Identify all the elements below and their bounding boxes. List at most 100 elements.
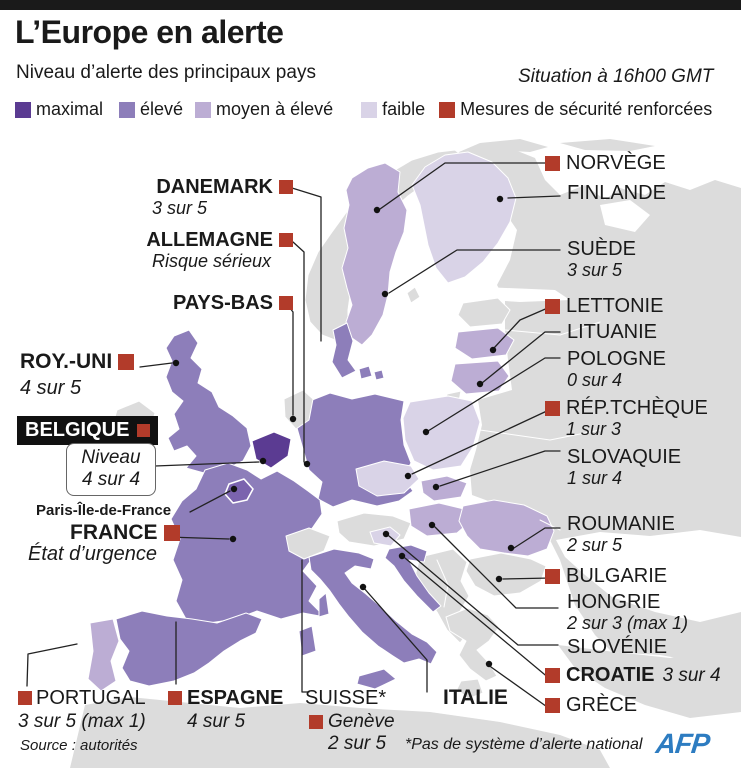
- map-shape-royuni: [165, 329, 252, 474]
- country-name: SUISSE*: [305, 687, 387, 709]
- top-black-bar: [0, 0, 741, 10]
- callout-dots: [172, 195, 515, 668]
- alert-level: 2 sur 5: [567, 535, 623, 556]
- security-square-icon: [545, 667, 560, 683]
- map-shape-finlande: [411, 151, 517, 284]
- label-norvege: NORVÈGE: [545, 152, 666, 174]
- security-square-icon: [163, 524, 180, 541]
- label-hongrie: HONGRIE 2 sur 3 (max 1): [567, 591, 688, 634]
- map-shape-peloponnese: [456, 678, 484, 700]
- security-square-icon: [545, 568, 560, 584]
- label-finlande: FINLANDE: [567, 182, 666, 204]
- label-belgique: BELGIQUE: [17, 416, 159, 445]
- label-allemagne: ALLEMAGNE Risque sérieux: [140, 229, 293, 272]
- map-shape-danemark-isle1: [358, 365, 373, 380]
- map-shape-corse: [318, 592, 330, 618]
- map-shape-estonie: [457, 297, 511, 328]
- country-name: POLOGNE: [567, 348, 666, 370]
- country-name: RÉP.TCHÈQUE: [566, 397, 708, 419]
- page-subtitle: Niveau d’alerte des principaux pays: [16, 62, 316, 83]
- map-shape-gotland: [406, 286, 421, 304]
- label-lituanie: LITUANIE: [567, 321, 658, 343]
- country-name: HONGRIE: [567, 591, 661, 613]
- country-name: ALLEMAGNE: [146, 229, 273, 251]
- security-square-icon: [309, 715, 323, 730]
- label-bulgarie: BULGARIE: [545, 565, 667, 587]
- map-shape-turkey: [558, 645, 741, 718]
- label-slovenie: SLOVÉNIE: [567, 636, 668, 658]
- label-italie: ITALIE: [443, 686, 508, 709]
- alert-level: 2 sur 3 (max 1): [567, 613, 689, 634]
- country-name: DANEMARK: [156, 176, 273, 198]
- niveau-line2: 4 sur 4: [81, 469, 141, 491]
- label-france-status: État d’urgence: [28, 543, 157, 565]
- afp-logo: AFP: [654, 728, 711, 759]
- map-black-sea: [556, 530, 741, 622]
- map-shape-sicile: [356, 668, 397, 690]
- map-shape-bulgarie: [465, 552, 547, 597]
- country-name: ESPAGNE: [187, 687, 284, 709]
- security-square-icon: [168, 691, 182, 706]
- label-danemark: DANEMARK 3 sur 5: [150, 176, 293, 219]
- alert-level: 4 sur 5: [187, 711, 246, 733]
- alert-level: 3 sur 5 (max 1): [18, 711, 146, 733]
- security-square-icon: [545, 155, 560, 171]
- alert-level: 2 sur 5: [328, 732, 387, 754]
- label-france: FRANCE: [70, 521, 180, 545]
- country-name: BULGARIE: [566, 565, 668, 587]
- label-paris-region: Paris-Île-de-France: [36, 502, 172, 519]
- map-shape-tcheque: [355, 460, 420, 497]
- security-square-icon: [279, 296, 293, 311]
- country-name: ROY.-UNI: [20, 350, 113, 373]
- label-paysbas: PAYS-BAS: [165, 292, 293, 314]
- map-shape-croatie: [384, 544, 442, 613]
- alert-level: 1 sur 3: [566, 419, 622, 440]
- country-name: NORVÈGE: [566, 152, 666, 174]
- map-shape-lettonie: [454, 327, 515, 360]
- moyen-color-swatch-icon: [195, 101, 212, 118]
- legend-label: maximal: [36, 99, 104, 119]
- legend-label: élevé: [140, 99, 184, 119]
- legend: maximal élevé moyen à élevé faible Mesur…: [15, 99, 712, 120]
- alert-level: 1 sur 4: [567, 468, 623, 489]
- label-suisse: SUISSE* Genève 2 sur 5: [305, 687, 395, 754]
- legend-item-maximal: maximal: [15, 99, 103, 120]
- alert-level: 0 sur 4: [567, 370, 623, 391]
- label-tcheque: RÉP.TCHÈQUE 1 sur 3: [545, 397, 708, 440]
- map-shape-north-africa: [70, 697, 610, 768]
- map-gulf-finland: [460, 286, 570, 302]
- label-royuni: ROY.-UNI 4 sur 5: [20, 350, 135, 399]
- security-square-icon: [18, 691, 32, 706]
- map-shape-france: [170, 462, 326, 624]
- maximal-color-swatch-icon: [15, 101, 31, 118]
- eleve-color-swatch-icon: [119, 101, 136, 118]
- map-shape-slovaquie: [420, 475, 468, 502]
- security-square-icon: [279, 180, 293, 195]
- country-name: ROUMANIE: [567, 513, 675, 535]
- country-name: LETTONIE: [566, 295, 664, 317]
- map-shape-lituanie: [450, 360, 510, 395]
- map-sea-notch: [600, 200, 650, 232]
- label-suede: SUÈDE 3 sur 5: [567, 238, 636, 281]
- city-name: Genève: [328, 711, 395, 733]
- map-shape-sardaigne: [298, 625, 317, 657]
- label-lettonie: LETTONIE: [545, 295, 663, 317]
- legend-item-faible: faible: [361, 99, 425, 120]
- country-name: FRANCE: [70, 521, 158, 544]
- country-name: BELGIQUE: [25, 419, 130, 441]
- country-name: SUÈDE: [567, 238, 636, 260]
- legend-label: faible: [382, 99, 426, 119]
- label-slovaquie: SLOVAQUIE 1 sur 4: [567, 446, 681, 489]
- map-shape-arctic-2: [560, 139, 655, 151]
- map-shape-grece: [445, 607, 500, 682]
- alert-level: 3 sur 4: [662, 664, 721, 686]
- label-grece: GRÈCE: [545, 694, 637, 716]
- callout-lines: [26, 162, 561, 710]
- legend-item-eleve: élevé: [119, 99, 183, 120]
- label-pologne: POLOGNE 0 sur 4: [567, 348, 666, 391]
- niveau-line1: Niveau: [81, 447, 141, 468]
- page-title: L’Europe en alerte: [15, 14, 284, 50]
- country-name: CROATIE: [566, 664, 655, 686]
